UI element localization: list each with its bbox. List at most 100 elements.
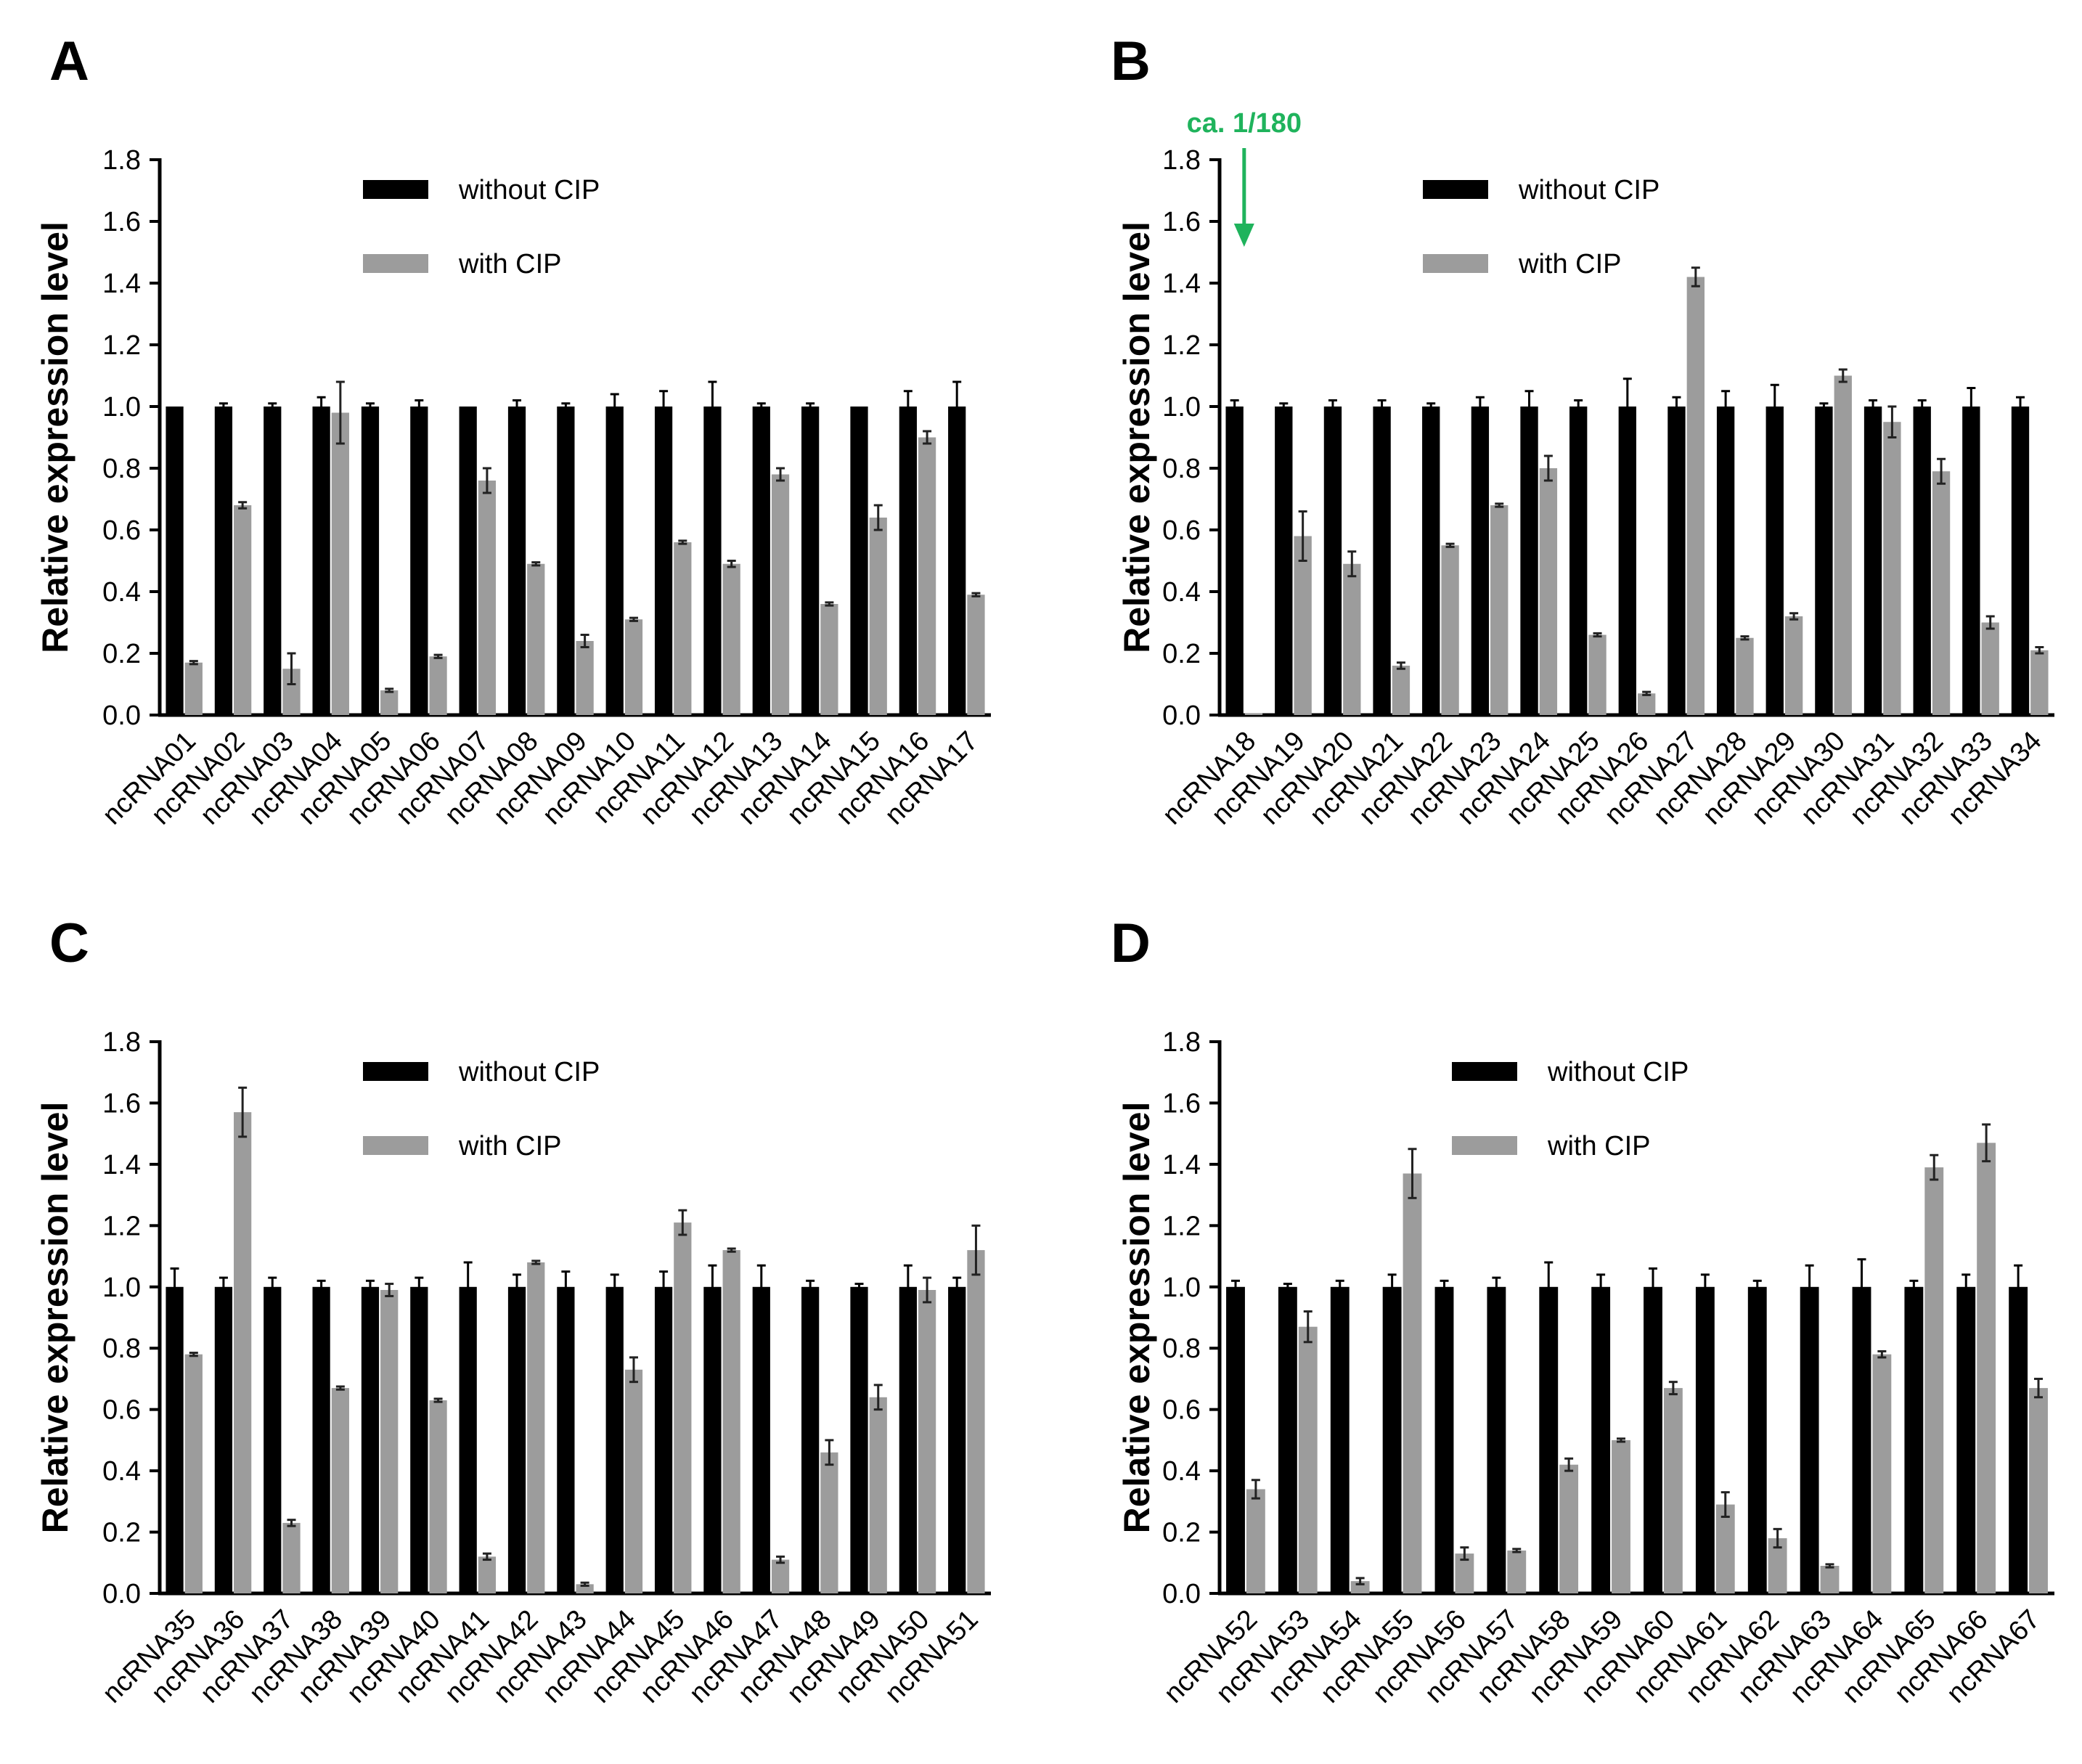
y-tick-label: 1.6 (102, 207, 141, 237)
bar-with-cip-ncrna05 (380, 690, 399, 715)
y-tick-label: 1.2 (102, 1211, 141, 1241)
y-tick-label: 0.4 (1162, 577, 1201, 608)
bar-with-cip-ncrna26 (1638, 693, 1656, 715)
bar-without-cip-ncrna10 (605, 407, 624, 715)
bar-without-cip-ncrna65 (1904, 1286, 1924, 1593)
y-tick-label: 0.6 (102, 515, 141, 546)
y-tick-label: 0.2 (1162, 1518, 1201, 1548)
bar-with-cip-ncrna35 (184, 1354, 203, 1593)
y-tick-label: 0.0 (1162, 1579, 1201, 1609)
bar-without-cip-ncrna08 (507, 407, 526, 715)
annotation-arrow-head (1233, 224, 1254, 247)
bar-without-cip-ncrna35 (166, 1286, 184, 1593)
y-tick-label: 1.8 (1162, 1027, 1201, 1058)
bar-with-cip-ncrna29 (1784, 616, 1803, 715)
y-tick-label: 0.8 (102, 1334, 141, 1364)
bar-with-cip-ncrna52 (1246, 1489, 1265, 1593)
bar-with-cip-ncrna21 (1392, 666, 1411, 715)
bar-with-cip-ncrna63 (1820, 1566, 1840, 1593)
bar-without-cip-ncrna59 (1591, 1286, 1611, 1593)
bar-with-cip-ncrna67 (2029, 1388, 2048, 1593)
bar-with-cip-ncrna12 (722, 563, 740, 715)
bar-with-cip-ncrna33 (1981, 622, 1999, 715)
bar-with-cip-ncrna66 (1977, 1143, 1996, 1593)
bar-with-cip-ncrna17 (967, 595, 985, 715)
y-axis-title: Relative expression level (1116, 221, 1157, 653)
y-tick-label: 1.2 (1162, 330, 1201, 361)
bar-with-cip-ncrna20 (1343, 563, 1361, 715)
bar-without-cip-ncrna17 (948, 407, 966, 715)
bar-without-cip-ncrna12 (703, 407, 722, 715)
panel-d: D Relative expression level 0.0 0.2 0.4 0.6 0.… (1111, 912, 2054, 1709)
y-tick-label: 1.0 (1162, 392, 1201, 422)
bar-with-cip-ncrna58 (1559, 1464, 1579, 1593)
bar-without-cip-ncrna13 (752, 407, 770, 715)
bar-without-cip-ncrna37 (264, 1286, 282, 1593)
bar-without-cip-ncrna53 (1278, 1286, 1297, 1593)
y-tick-label: 1.2 (102, 330, 141, 361)
bar-with-cip-ncrna11 (674, 542, 692, 715)
bar-with-cip-ncrna30 (1834, 375, 1852, 715)
bar-without-cip-ncrna39 (361, 1286, 380, 1593)
bar-without-cip-ncrna41 (459, 1286, 477, 1593)
y-tick-label: 0.2 (102, 639, 141, 669)
y-tick-label: 0.0 (1162, 701, 1201, 731)
bar-with-cip-ncrna16 (918, 437, 936, 715)
bar-with-cip-ncrna07 (478, 481, 497, 715)
y-axis-title: Relative expression level (35, 221, 75, 653)
y-axis-title: Relative expression level (35, 1102, 75, 1534)
y-tick-label: 0.8 (102, 454, 141, 484)
y-tick-label: 1.0 (102, 392, 141, 422)
panel-c: C Relative expression level 0.0 0.2 0.4 0.6 0.… (35, 912, 991, 1709)
bar-without-cip-ncrna03 (264, 407, 282, 715)
y-tick-label: 0.8 (1162, 1334, 1201, 1364)
bar-with-cip-ncrna64 (1872, 1354, 1892, 1593)
panel-a: A Relative expression level 0.0 0.2 0.4 0.6 0.… (35, 30, 991, 830)
y-tick-label: 1.4 (102, 1150, 141, 1180)
bar-with-cip-ncrna04 (331, 412, 349, 715)
y-tick-label: 1.8 (102, 145, 141, 176)
legend-label-with-cip: with CIP (1547, 1131, 1650, 1161)
bar-without-cip-ncrna42 (507, 1286, 526, 1593)
y-tick-label: 0.6 (102, 1395, 141, 1426)
bar-without-cip-ncrna36 (214, 1286, 233, 1593)
y-tick-label: 0.4 (1162, 1456, 1201, 1487)
bar-without-cip-ncrna34 (2011, 407, 2030, 715)
bar-with-cip-ncrna47 (771, 1559, 790, 1593)
y-tick-label: 1.4 (1162, 269, 1201, 299)
bar-with-cip-ncrna19 (1294, 536, 1312, 715)
bar-without-cip-ncrna67 (2009, 1286, 2028, 1593)
y-tick-label: 0.0 (102, 701, 141, 731)
bar-with-cip-ncrna27 (1686, 277, 1705, 715)
legend-swatch-without-cip (1452, 1062, 1517, 1081)
y-axis-title: Relative expression level (1116, 1102, 1157, 1534)
bar-with-cip-ncrna09 (576, 641, 594, 715)
bar-with-cip-ncrna24 (1539, 468, 1558, 715)
bar-without-cip-ncrna18 (1225, 407, 1244, 715)
bar-with-cip-ncrna08 (527, 563, 545, 715)
bar-without-cip-ncrna61 (1695, 1286, 1715, 1593)
bar-with-cip-ncrna54 (1350, 1581, 1370, 1593)
bar-without-cip-ncrna04 (312, 407, 330, 715)
panel-b: B Relative expression level 0.0 0.2 0.4 0.6 0.… (1111, 30, 2054, 830)
y-tick-label: 0.2 (102, 1518, 141, 1548)
bar-without-cip-ncrna38 (312, 1286, 330, 1593)
bar-without-cip-ncrna05 (361, 407, 380, 715)
legend-swatch-without-cip (1423, 180, 1488, 199)
y-tick-label: 1.6 (1162, 207, 1201, 237)
bar-without-cip-ncrna40 (410, 1286, 428, 1593)
bar-without-cip-ncrna47 (752, 1286, 770, 1593)
bar-with-cip-ncrna34 (2030, 650, 2049, 715)
y-tick-label: 1.0 (1162, 1273, 1201, 1303)
legend-label-without-cip: without CIP (1518, 175, 1660, 205)
bar-without-cip-ncrna21 (1373, 407, 1391, 715)
bar-with-cip-ncrna60 (1663, 1388, 1683, 1593)
y-tick-label: 0.4 (102, 577, 141, 608)
panel-label: A (49, 30, 89, 92)
bar-without-cip-ncrna31 (1863, 407, 1882, 715)
bar-without-cip-ncrna63 (1800, 1286, 1819, 1593)
bar-without-cip-ncrna23 (1471, 407, 1490, 715)
bar-without-cip-ncrna28 (1716, 407, 1735, 715)
bar-without-cip-ncrna07 (459, 407, 477, 715)
y-tick-label: 1.8 (1162, 145, 1201, 176)
